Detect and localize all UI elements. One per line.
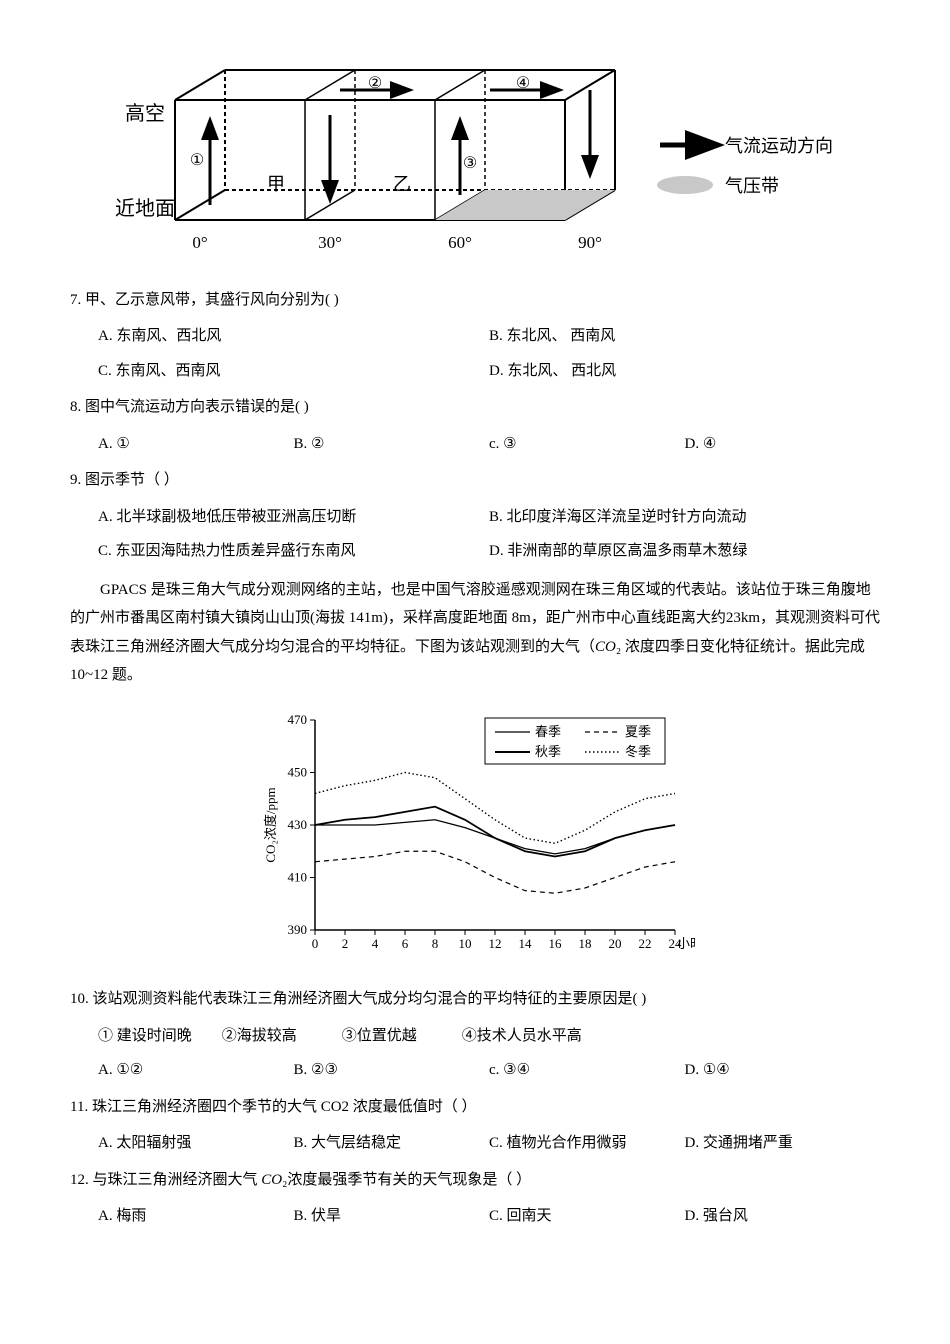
svg-text:410: 410 [288, 869, 308, 884]
svg-text:0: 0 [312, 936, 319, 951]
q8-stem: 8. 图中气流运动方向表示错误的是( ) [70, 393, 880, 422]
q12-opt-c: C. 回南天 [489, 1202, 685, 1231]
q12-stem-b: ₂浓度最强季节有关的天气现象是（ ） [282, 1172, 531, 1188]
svg-text:6: 6 [402, 936, 409, 951]
q9-stem: 9. 图示季节（ ） [70, 466, 880, 495]
svg-text:2: 2 [342, 936, 349, 951]
co2-chart: 390410430450470024681012141618202224小时CO… [70, 700, 880, 971]
q7-opt-c: C. 东南风、西南风 [98, 357, 489, 386]
label-ground: 近地面 [115, 197, 175, 220]
lon-90: 90° [578, 233, 602, 252]
svg-text:10: 10 [459, 936, 472, 951]
svg-text:22: 22 [639, 936, 652, 951]
q10-opt-d: D. ①④ [685, 1056, 881, 1085]
svg-text:450: 450 [288, 764, 308, 779]
q7-stem: 7. 甲、乙示意风带，其盛行风向分别为( ) [70, 286, 880, 315]
q9-opt-b: B. 北印度洋海区洋流呈逆时针方向流动 [489, 503, 880, 532]
q12-opt-d: D. 强台风 [685, 1202, 881, 1231]
lon-0: 0° [192, 233, 207, 252]
q11-opt-a: A. 太阳辐射强 [98, 1129, 294, 1158]
q12-opt-a: A. 梅雨 [98, 1202, 294, 1231]
q12-stem-a: 12. 与珠江三角洲经济圈大气 [70, 1172, 261, 1188]
circulation-diagram: ① ② ③ ④ 甲 乙 高空 近地面 0° 30° 60° 90° 气流运动方 [70, 50, 880, 271]
label-sky: 高空 [125, 102, 165, 125]
svg-text:390: 390 [288, 922, 308, 937]
circled-3: ③ [463, 155, 477, 172]
svg-text:春季: 春季 [535, 724, 561, 739]
circled-1: ① [190, 152, 204, 169]
q7-opt-a: A. 东南风、西北风 [98, 322, 489, 351]
q9-opt-a: A. 北半球副极地低压带被亚洲高压切断 [98, 503, 489, 532]
q11-opt-b: B. 大气层结稳定 [294, 1129, 490, 1158]
q10-stem: 10. 该站观测资料能代表珠江三角洲经济圈大气成分均匀混合的平均特征的主要原因是… [70, 985, 880, 1014]
q8-opt-a: A. ① [98, 430, 294, 459]
svg-text:14: 14 [519, 936, 533, 951]
q7-opt-d: D. 东北风、 西北风 [489, 357, 880, 386]
svg-text:470: 470 [288, 712, 308, 727]
q11-opt-d: D. 交通拥堵严重 [685, 1129, 881, 1158]
q9-opt-c: C. 东亚因海陆热力性质差异盛行东南风 [98, 537, 489, 566]
svg-text:8: 8 [432, 936, 439, 951]
lon-60: 60° [448, 233, 472, 252]
q10-opt-c: c. ③④ [489, 1056, 685, 1085]
q9-opt-d: D. 非洲南部的草原区高温多雨草木葱绿 [489, 537, 880, 566]
q10-conditions: ① 建设时间晚 ②海拔较高 ③位置优越 ④技术人员水平高 [98, 1022, 880, 1051]
legend-band-label: 气压带 [725, 176, 779, 196]
q12-opt-b: B. 伏旱 [294, 1202, 490, 1231]
svg-text:CO₂浓度/ppm: CO₂浓度/ppm [263, 787, 278, 862]
q12-stem: 12. 与珠江三角洲经济圈大气 CO₂浓度最强季节有关的天气现象是（ ） [70, 1166, 880, 1195]
q8-opt-c: c. ③ [489, 430, 685, 459]
svg-text:4: 4 [372, 936, 379, 951]
svg-text:430: 430 [288, 817, 308, 832]
q7-opt-b: B. 东北风、 西南风 [489, 322, 880, 351]
legend-arrow-label: 气流运动方向 [725, 136, 833, 156]
q8-opt-d: D. ④ [685, 430, 881, 459]
q12-co2: CO [261, 1172, 282, 1188]
svg-text:18: 18 [579, 936, 592, 951]
label-jia: 甲 [267, 174, 285, 194]
svg-text:20: 20 [609, 936, 622, 951]
svg-text:12: 12 [489, 936, 502, 951]
svg-text:小时: 小时 [677, 936, 695, 951]
lon-30: 30° [318, 233, 342, 252]
q10-opt-b: B. ②③ [294, 1056, 490, 1085]
svg-text:秋季: 秋季 [535, 744, 561, 759]
svg-text:冬季: 冬季 [625, 744, 651, 759]
svg-text:16: 16 [549, 936, 563, 951]
svg-text:夏季: 夏季 [625, 724, 651, 739]
label-yi: 乙 [393, 174, 411, 194]
passage-gpacs: GPACS 是珠三角大气成分观测网络的主站，也是中国气溶胶遥感观测网在珠三角区域… [70, 576, 880, 690]
q8-opt-b: B. ② [294, 430, 490, 459]
q11-opt-c: C. 植物光合作用微弱 [489, 1129, 685, 1158]
q11-stem: 11. 珠江三角洲经济圈四个季节的大气 CO2 浓度最低值时（ ） [70, 1093, 880, 1122]
passage-co2: CO [595, 639, 616, 655]
q10-opt-a: A. ①② [98, 1056, 294, 1085]
